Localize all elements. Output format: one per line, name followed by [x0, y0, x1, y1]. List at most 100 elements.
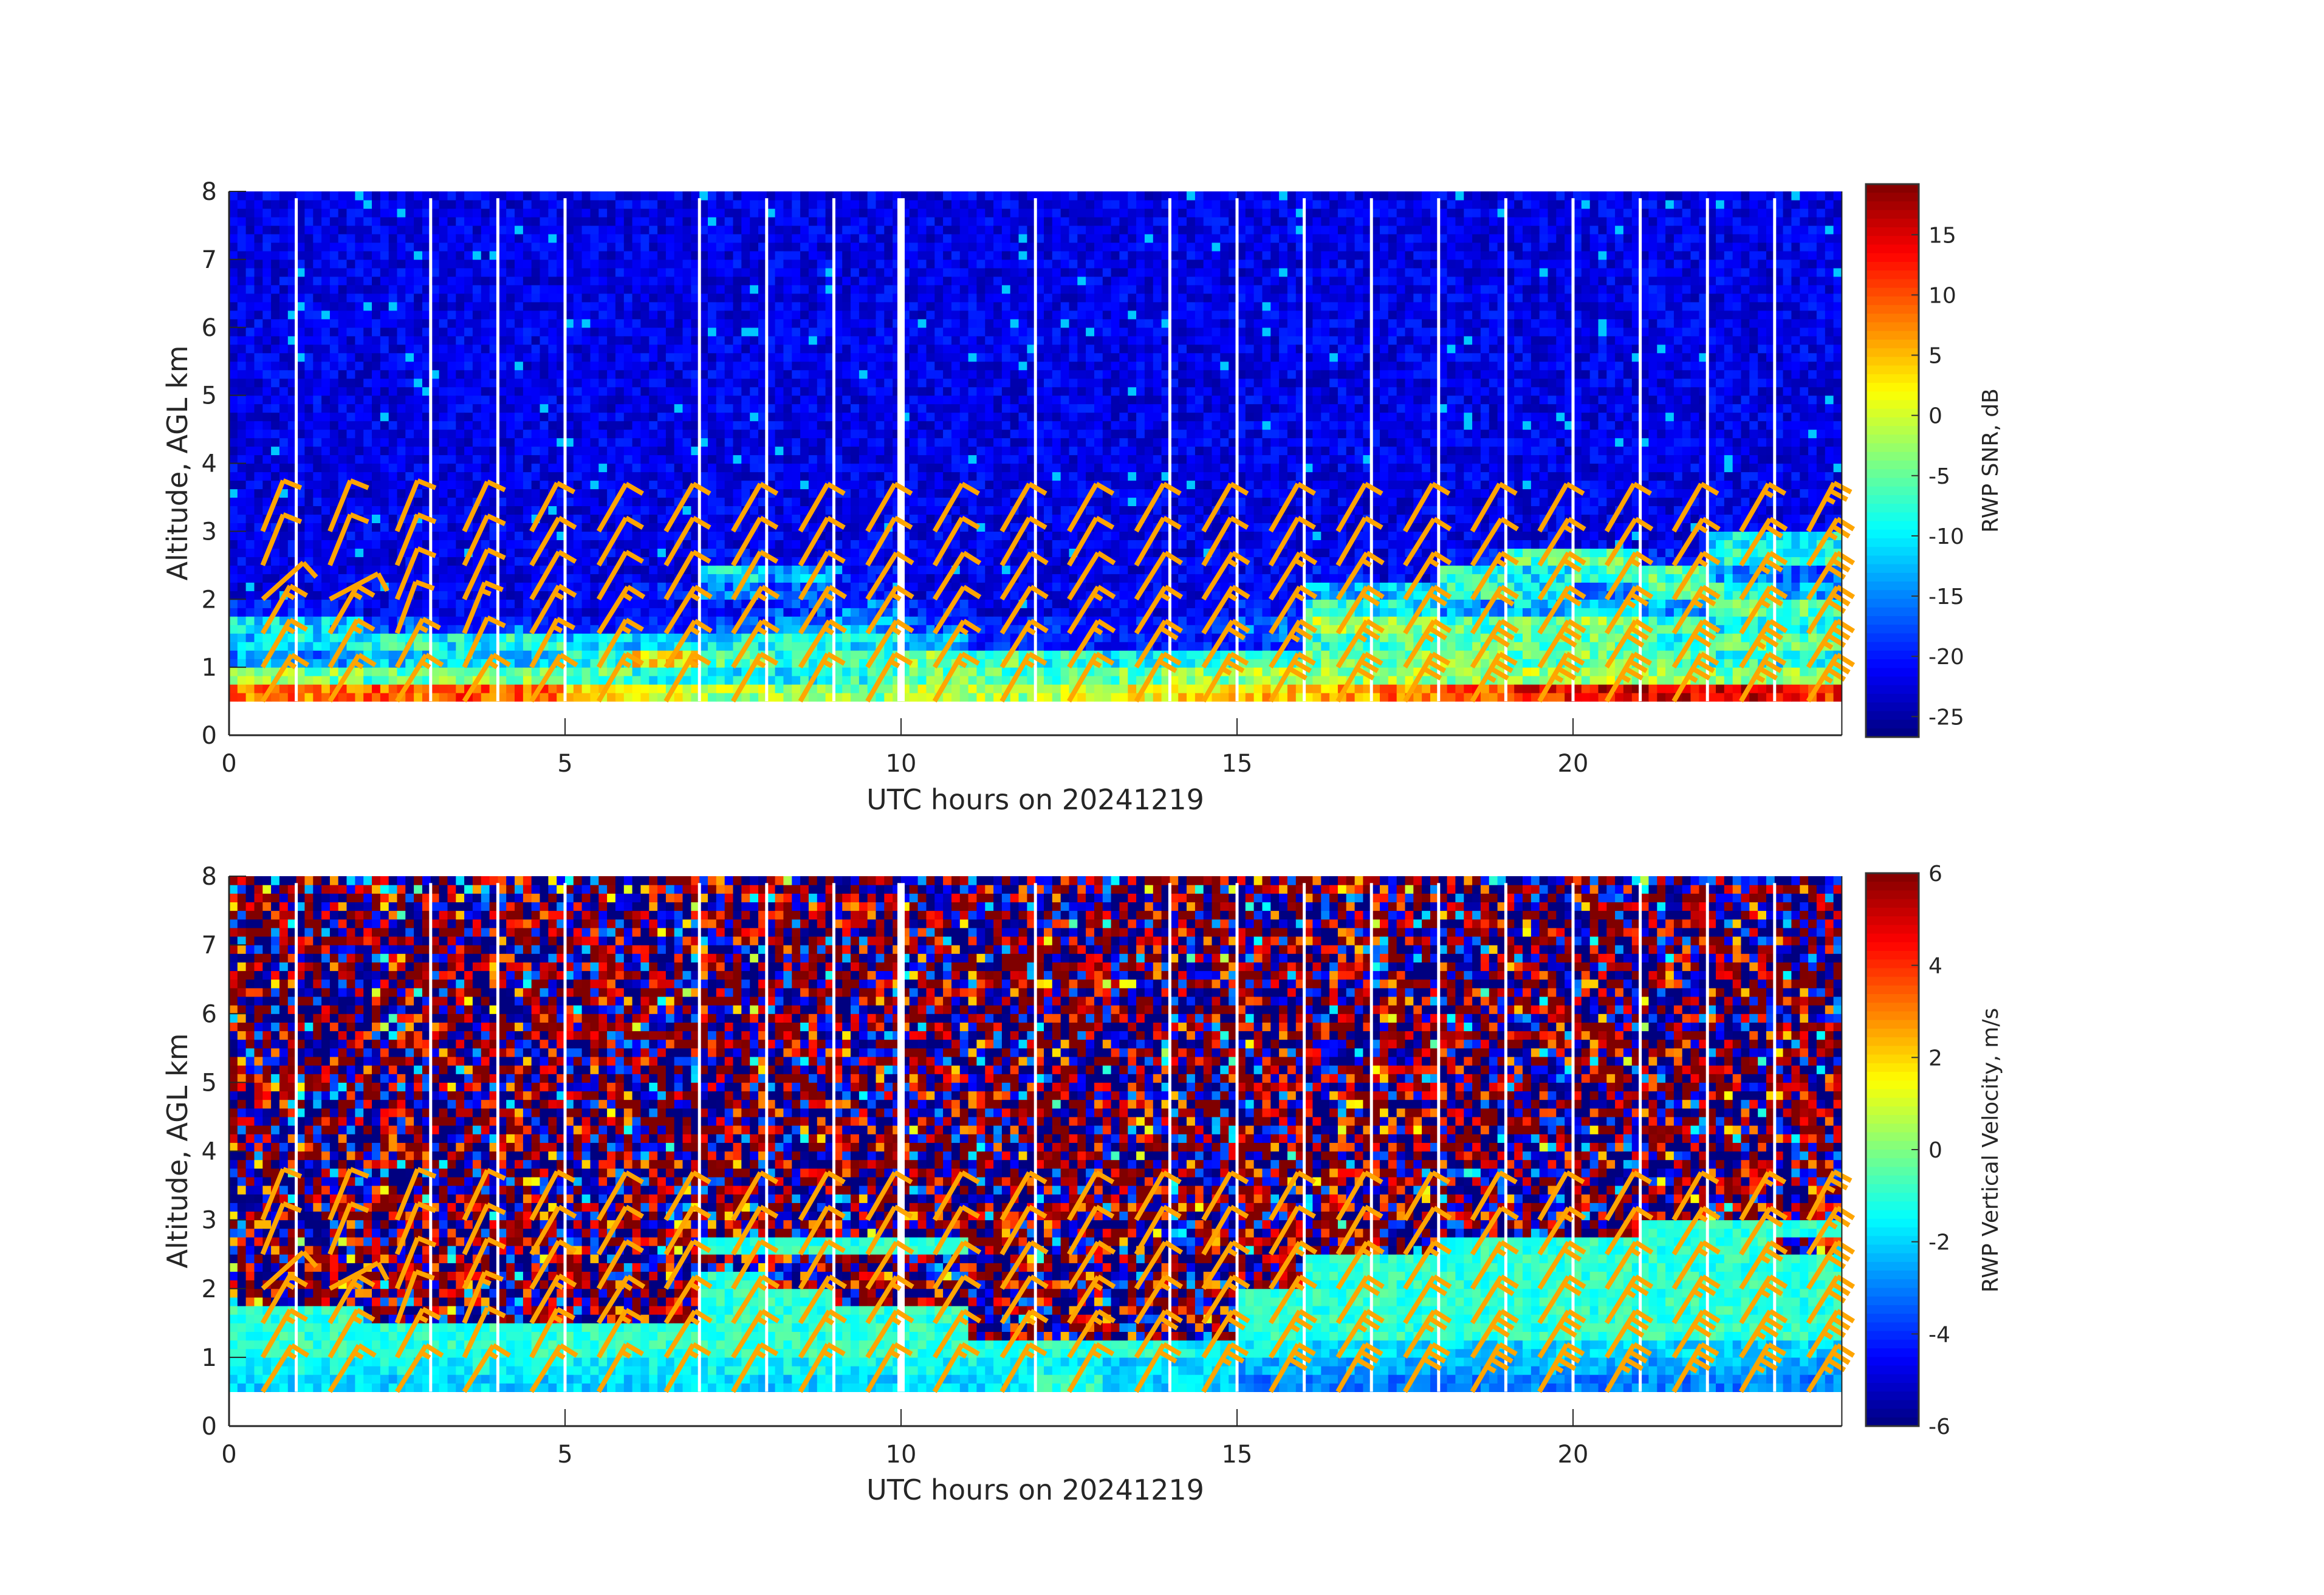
heatmap-cell [851, 659, 860, 668]
heatmap-cell [372, 489, 381, 498]
heatmap-cell [674, 369, 684, 379]
heatmap-cell [590, 318, 599, 328]
heatmap-cell [523, 582, 532, 591]
heatmap-cell [329, 667, 339, 676]
heatmap-cell [657, 200, 667, 209]
heatmap-cell [245, 403, 255, 413]
heatmap-cell [581, 361, 591, 371]
heatmap-cell [338, 437, 348, 447]
heatmap-cell [346, 293, 355, 303]
heatmap-cell [548, 642, 557, 651]
heatmap-cell [447, 591, 456, 600]
heatmap-cell [271, 557, 280, 566]
heatmap-cell [540, 301, 549, 311]
heatmap-cell [531, 574, 541, 583]
heatmap-cell [489, 557, 498, 566]
heatmap-cell [254, 318, 263, 328]
heatmap-cell [321, 489, 331, 498]
heatmap-cell [657, 506, 667, 515]
heatmap-cell [540, 420, 549, 430]
heatmap-cell [430, 574, 440, 583]
heatmap-cell [842, 191, 851, 201]
heatmap-cell [884, 301, 893, 311]
heatmap-cell [876, 191, 885, 201]
heatmap-cell [775, 642, 784, 651]
heatmap-cell [245, 523, 255, 532]
heatmap-cell [397, 489, 406, 498]
heatmap-cell [724, 650, 734, 659]
heatmap-cell [296, 250, 305, 260]
heatmap-cell [296, 437, 305, 447]
heatmap-cell [708, 574, 717, 583]
heatmap-cell [313, 667, 322, 676]
heatmap-cell [304, 616, 314, 625]
heatmap-cell [464, 259, 473, 269]
heatmap-cell [245, 463, 255, 473]
heatmap-cell [321, 454, 331, 464]
heatmap-cell [724, 276, 734, 286]
heatmap-cell [422, 344, 431, 354]
heatmap-cell [304, 225, 314, 235]
heatmap-cell [917, 693, 927, 702]
heatmap-cell [287, 676, 297, 685]
heatmap-cell [581, 344, 591, 354]
heatmap-cell [775, 633, 784, 642]
heatmap-cell [724, 293, 734, 303]
heatmap-cell [917, 472, 927, 481]
heatmap-cell [808, 284, 818, 294]
heatmap-cell [876, 693, 885, 702]
heatmap-cell [783, 395, 792, 405]
heatmap-cell [775, 540, 784, 549]
heatmap-cell [632, 361, 641, 371]
heatmap-cell [716, 208, 725, 218]
heatmap-cell [842, 395, 851, 405]
heatmap-cell [313, 420, 322, 430]
heatmap-cell [346, 284, 355, 294]
heatmap-cell [859, 335, 868, 345]
heatmap-cell [388, 650, 398, 659]
heatmap-cell [733, 378, 742, 388]
heatmap-cell [590, 667, 599, 676]
heatmap-cell [623, 437, 633, 447]
heatmap-cell [632, 191, 641, 201]
heatmap-cell [598, 642, 608, 651]
heatmap-cell [708, 429, 717, 439]
heatmap-cell [851, 540, 860, 549]
heatmap-cell [598, 446, 608, 456]
heatmap-cell [842, 327, 851, 337]
heatmap-cell [657, 565, 667, 574]
heatmap-cell [355, 225, 364, 235]
heatmap-cell [313, 191, 322, 201]
heatmap-cell [472, 335, 482, 345]
heatmap-cell [464, 472, 473, 481]
heatmap-cell [665, 335, 675, 345]
heatmap-cell [842, 463, 851, 473]
heatmap-cell [649, 480, 658, 490]
heatmap-cell [775, 318, 784, 328]
heatmap-cell [523, 412, 532, 422]
heatmap-cell [682, 208, 691, 218]
heatmap-cell [355, 233, 364, 243]
heatmap-cell [380, 514, 389, 523]
heatmap-cell [581, 531, 591, 540]
heatmap-cell [867, 386, 877, 396]
heatmap-cell [245, 420, 255, 430]
heatmap-cell [296, 242, 305, 252]
heatmap-cell [615, 208, 625, 218]
heatmap-cell [456, 472, 465, 481]
heatmap-cell [372, 412, 381, 422]
heatmap-cell [750, 616, 759, 625]
heatmap-cell [590, 191, 599, 201]
heatmap-cell [733, 540, 742, 549]
heatmap-cell [372, 250, 381, 260]
heatmap-cell [329, 217, 339, 226]
heatmap-cell [489, 454, 498, 464]
heatmap-cell [598, 429, 608, 439]
heatmap-cell [414, 369, 423, 379]
heatmap-cell [581, 616, 591, 625]
heatmap-cell [573, 599, 583, 608]
heatmap-cell [515, 582, 524, 591]
heatmap-cell [313, 608, 322, 617]
heatmap-cell [531, 242, 541, 252]
heatmap-cell [313, 395, 322, 405]
